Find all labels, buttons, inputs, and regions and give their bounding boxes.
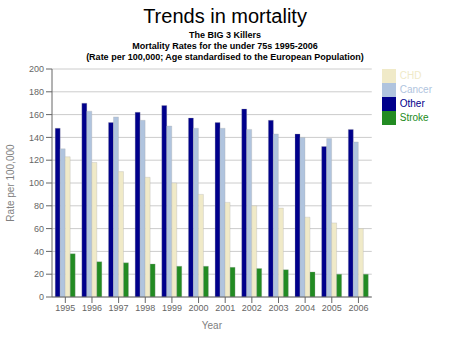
svg-text:20: 20 [34, 269, 44, 279]
html-text:(Rate per 100,000; Age standar: (Rate per 100,000; Age standardised to t… [86, 52, 364, 62]
html-text:CHD: CHD [399, 69, 422, 81]
svg-text:1998: 1998 [135, 303, 155, 313]
svg-text:Year: Year [202, 320, 223, 331]
svg-text:1997: 1997 [109, 303, 129, 313]
svg-text:2005: 2005 [322, 303, 342, 313]
svg-text:120: 120 [29, 155, 44, 165]
svg-text:140: 140 [29, 133, 44, 143]
svg-text:60: 60 [34, 224, 44, 234]
html-text:The BIG 3 Killers: The BIG 3 Killers [189, 30, 261, 40]
svg-text:2006: 2006 [348, 303, 368, 313]
html-text:Trends in mortality: Trends in mortality [143, 5, 307, 27]
svg-text:40: 40 [34, 247, 44, 257]
svg-text:2001: 2001 [215, 303, 235, 313]
svg-text:200: 200 [29, 64, 44, 74]
svg-text:80: 80 [34, 201, 44, 211]
svg-text:0: 0 [39, 292, 44, 302]
svg-text:1999: 1999 [162, 303, 182, 313]
svg-text:160: 160 [29, 110, 44, 120]
svg-text:180: 180 [29, 87, 44, 97]
svg-text:2003: 2003 [268, 303, 288, 313]
svg-text:2002: 2002 [242, 303, 262, 313]
svg-text:Rate per 100,000: Rate per 100,000 [8, 144, 16, 222]
svg-text:1995: 1995 [55, 303, 75, 313]
html-text:Cancer: Cancer [399, 83, 432, 95]
svg-text:1996: 1996 [82, 303, 102, 313]
svg-text:100: 100 [29, 178, 44, 188]
svg-text:2000: 2000 [189, 303, 209, 313]
html-text:Mortality Rates for the under: Mortality Rates for the under 75s 1995-2… [132, 41, 318, 51]
html-text:Other: Other [399, 97, 425, 109]
html-text:Stroke: Stroke [399, 111, 429, 123]
svg-text:2004: 2004 [295, 303, 315, 313]
